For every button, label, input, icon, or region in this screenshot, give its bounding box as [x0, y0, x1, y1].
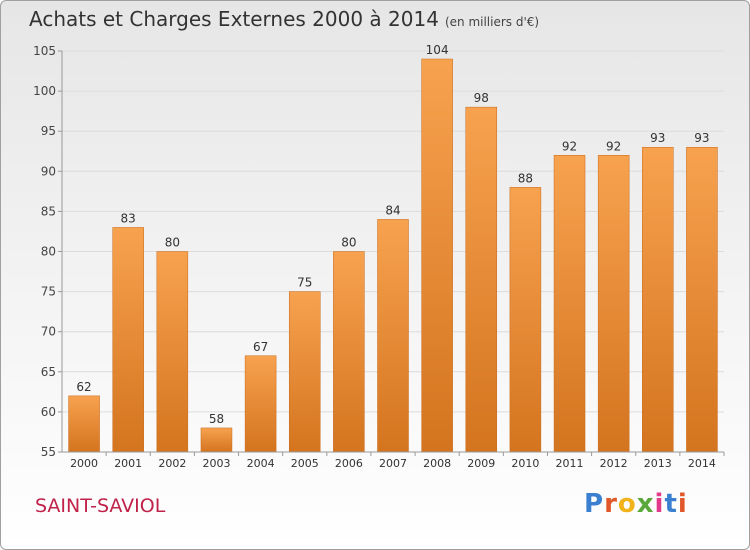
chart-title: Achats et Charges Externes 2000 à 2014 (e…	[29, 7, 539, 31]
bar-2002	[156, 251, 189, 453]
x-tick-label: 2013	[644, 457, 672, 470]
logo-letter: o	[617, 489, 637, 519]
commune-name: SAINT-SAVIOL	[35, 495, 166, 517]
data-label: 92	[562, 139, 577, 153]
bar-2012	[597, 155, 630, 453]
bar-2011	[553, 155, 586, 453]
y-tick-label: 95	[41, 124, 56, 138]
data-label: 80	[341, 236, 356, 250]
data-label: 92	[606, 139, 621, 153]
data-label: 88	[518, 171, 533, 185]
x-tick-label: 2014	[688, 457, 716, 470]
logo-letter: P	[584, 489, 605, 519]
x-tick-label: 2005	[291, 457, 319, 470]
data-labels: 62 83 80 58 67 75 80 84 104 98 88 92 92 93 93	[76, 43, 709, 426]
bar-2006	[333, 251, 365, 453]
y-tick-label: 100	[33, 84, 56, 98]
x-tick-label: 2012	[600, 457, 628, 470]
x-tick-label: 2000	[70, 457, 98, 470]
x-tick-label: 2008	[423, 457, 451, 470]
y-tick-label: 80	[41, 245, 56, 259]
y-tick-label: 70	[41, 325, 56, 339]
bars	[68, 58, 718, 453]
bar-2004	[244, 355, 277, 453]
logo-letter: i	[677, 489, 688, 519]
x-tick-label: 2001	[114, 457, 142, 470]
bar-2003	[200, 427, 233, 453]
chart-unit: (en milliers d'€)	[444, 15, 540, 29]
data-label: 58	[209, 412, 224, 426]
data-label: 80	[165, 236, 180, 250]
bar-2001	[112, 227, 144, 453]
x-tick-label: 2007	[379, 457, 407, 470]
x-tick-label: 2003	[202, 457, 230, 470]
x-tick-label: 2010	[511, 457, 539, 470]
bar-2014	[686, 146, 718, 453]
x-axis-ticks: 2000 2001 2002 2003 2004 2005 2006 2007 2008 2009…	[70, 452, 725, 470]
proxiti-logo: Proxiti	[584, 489, 688, 519]
y-axis-ticks: 55 60 65 70 75 80 85 90 95 100 105	[33, 44, 62, 459]
data-label: 93	[650, 131, 665, 145]
bar-2005	[288, 291, 321, 453]
logo-letter: i	[654, 489, 665, 519]
x-tick-label: 2011	[556, 457, 584, 470]
x-tick-label: 2009	[467, 457, 495, 470]
x-tick-label: 2004	[247, 457, 275, 470]
data-label: 75	[297, 276, 312, 290]
data-label: 84	[385, 203, 400, 217]
data-label: 93	[694, 131, 709, 145]
data-label: 62	[76, 380, 91, 394]
data-label: 83	[121, 211, 136, 225]
data-label: 98	[474, 91, 489, 105]
x-tick-label: 2006	[335, 457, 363, 470]
logo-letter: r	[604, 489, 618, 519]
y-tick-label: 75	[41, 285, 56, 299]
bar-2000	[68, 395, 100, 453]
y-tick-label: 90	[41, 164, 56, 178]
y-tick-label: 55	[41, 445, 56, 459]
chart-title-text: Achats et Charges Externes 2000 à 2014	[29, 7, 439, 31]
bar-2010	[509, 187, 542, 453]
bar-2008	[421, 58, 453, 453]
x-tick-label: 2002	[158, 457, 186, 470]
bar-2013	[642, 146, 674, 453]
bar-2009	[465, 106, 498, 453]
y-tick-label: 85	[41, 204, 56, 218]
data-label: 67	[253, 340, 268, 354]
data-label: 104	[426, 43, 449, 57]
logo-letter: x	[636, 489, 655, 519]
bar-2007	[377, 219, 409, 453]
y-tick-label: 60	[41, 405, 56, 419]
y-tick-label: 65	[41, 365, 56, 379]
y-tick-label: 105	[33, 44, 56, 58]
logo-letter: t	[664, 489, 678, 519]
